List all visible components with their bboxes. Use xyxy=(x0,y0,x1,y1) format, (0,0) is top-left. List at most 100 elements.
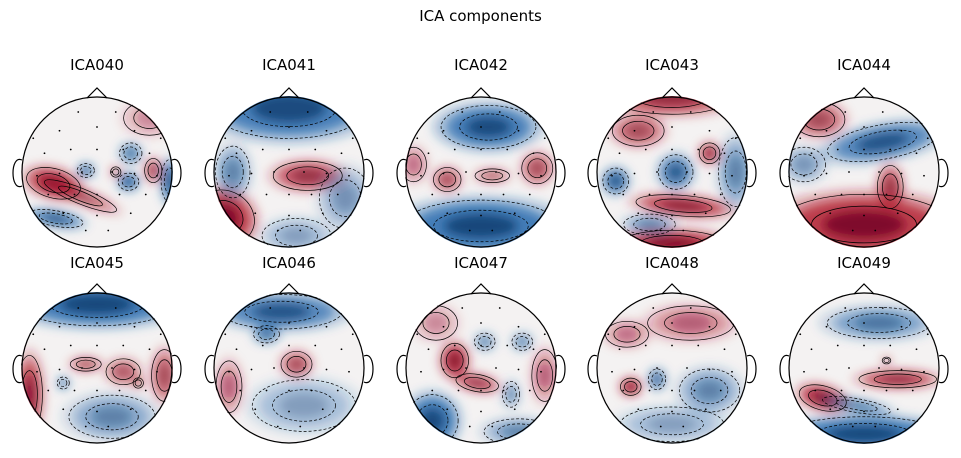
sensor-dot xyxy=(336,389,339,392)
contour-line xyxy=(38,212,73,225)
sensor-dot xyxy=(32,137,35,140)
sensor-dot xyxy=(502,389,505,392)
sensor-dot xyxy=(874,229,877,232)
sensor-dot xyxy=(148,152,151,155)
sensor-dot xyxy=(517,129,520,132)
sensor-dot xyxy=(461,111,464,113)
left-ear-outline xyxy=(204,158,215,188)
head-outline xyxy=(788,292,940,444)
contour-line xyxy=(474,168,510,183)
sensor-dot xyxy=(96,322,98,324)
contour-line xyxy=(702,146,717,160)
sensor-dot xyxy=(457,193,460,196)
negative-peak xyxy=(465,116,512,138)
head-topomap xyxy=(396,283,566,444)
head-topomap xyxy=(587,283,757,444)
right-ear-outline xyxy=(938,354,949,384)
sensor-dot xyxy=(133,129,136,132)
negative-peak xyxy=(332,183,358,213)
nose-marker xyxy=(853,87,875,99)
sensor-dot xyxy=(881,111,884,113)
sensor-dot xyxy=(107,425,110,428)
sensor-dot xyxy=(689,307,692,309)
contour-line xyxy=(881,356,892,365)
sensor-dot xyxy=(498,111,501,113)
sensor-dot xyxy=(81,171,83,173)
sensor-dot xyxy=(299,425,302,428)
positive-peak xyxy=(63,188,98,204)
sensor-dot xyxy=(719,389,722,392)
sensor-dot xyxy=(261,344,264,347)
sensor-dot xyxy=(254,212,257,215)
negative-peak xyxy=(479,337,490,346)
topomap-title: ICA042 xyxy=(454,56,508,74)
positive-peak xyxy=(529,160,545,176)
contour-line xyxy=(531,349,557,402)
nose-marker xyxy=(661,283,683,295)
topomap-ica048: ICA048 xyxy=(577,254,767,454)
contour-line xyxy=(58,185,103,207)
head-outline xyxy=(788,96,940,248)
sensor-dot xyxy=(731,174,733,177)
sensor-dot xyxy=(228,174,230,177)
sensor-dot xyxy=(310,193,313,196)
contour-line xyxy=(75,359,96,369)
contour-line xyxy=(808,389,838,407)
positive-peak xyxy=(625,382,636,391)
sensor-dot xyxy=(288,344,290,347)
sensor-dot xyxy=(273,171,275,173)
negative-peak xyxy=(502,425,535,438)
sensor-dot xyxy=(911,193,914,196)
sensor-dot xyxy=(513,212,516,215)
positive-peak xyxy=(704,148,715,159)
sensor-dot xyxy=(659,229,662,232)
sensor-dot xyxy=(618,152,621,155)
right-ear-outline xyxy=(555,158,566,188)
positive-peak xyxy=(884,176,897,198)
contour-line xyxy=(847,313,911,333)
right-ear-outline xyxy=(171,158,182,188)
contour-line xyxy=(132,377,144,389)
contour-line xyxy=(286,356,307,373)
sensor-dot xyxy=(900,129,903,132)
sensor-dot xyxy=(708,172,711,175)
sensor-dot xyxy=(273,367,275,369)
sensor-dot xyxy=(863,322,865,324)
sensor-dot xyxy=(480,126,482,128)
sensor-dot xyxy=(306,111,309,113)
sensor-dot xyxy=(118,389,121,392)
sensor-dot xyxy=(844,307,847,309)
sensor-dot xyxy=(844,111,847,113)
contour-line xyxy=(602,167,630,195)
sensor-dot xyxy=(446,212,449,215)
contour-line xyxy=(664,312,718,334)
negative-peak xyxy=(59,293,135,315)
topomap-ica044: ICA044 xyxy=(769,56,959,256)
sensor-dot xyxy=(863,126,865,128)
sensor-dot xyxy=(644,148,647,151)
contour-line xyxy=(858,370,937,389)
sensor-dot xyxy=(480,344,482,347)
sensor-dot xyxy=(863,193,865,196)
contour-line xyxy=(221,155,244,189)
right-ear-outline xyxy=(363,354,374,384)
contour-line xyxy=(110,166,122,178)
right-ear-outline xyxy=(555,354,566,384)
sensor-dot xyxy=(652,111,655,113)
contour-line xyxy=(527,158,548,179)
contour-line xyxy=(455,373,499,393)
contour-line xyxy=(433,209,529,243)
left-ear-outline xyxy=(779,158,790,188)
contour-line xyxy=(144,158,163,183)
sensor-dot xyxy=(836,148,839,151)
sensor-dot xyxy=(671,214,673,217)
sensor-dot xyxy=(814,193,817,196)
sensor-dot xyxy=(495,367,497,369)
sensor-dot xyxy=(656,367,658,369)
sensor-dot xyxy=(491,425,494,428)
sensor-dot xyxy=(697,344,700,347)
sensor-dot xyxy=(321,212,324,215)
sensor-dot xyxy=(453,344,456,347)
sensor-dot xyxy=(656,171,658,173)
head-topomap xyxy=(12,87,182,248)
